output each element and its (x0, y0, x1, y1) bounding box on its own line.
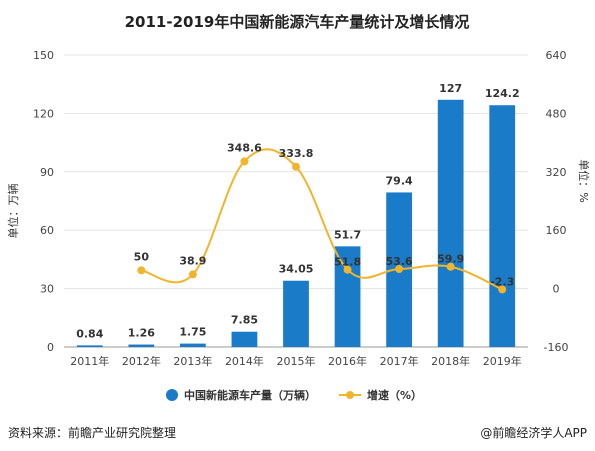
x-tick-label: 2019年 (483, 354, 522, 368)
legend-line-marker (346, 391, 354, 399)
x-tick-label: 2017年 (380, 354, 419, 368)
growth-value-label: 348.6 (227, 141, 262, 154)
y2-axis-title: 单位：% (577, 159, 591, 202)
x-tick-label: 2014年 (225, 354, 264, 368)
legend-bar-label: 中国新能源车产量（万辆） (184, 388, 316, 402)
bar-value-label: 124.2 (485, 87, 520, 100)
growth-point (240, 157, 249, 166)
growth-value-label: 50 (134, 250, 150, 263)
axes: 0 30 60 90 120 150 -160 0 160 320 480 640 2011年 2012年… (33, 49, 568, 368)
growth-point (137, 266, 146, 275)
bar (128, 344, 155, 347)
bars (76, 99, 516, 347)
bar-value-label: 1.26 (128, 327, 155, 340)
growth-value-label: 51.8 (334, 256, 361, 269)
y2-tick-label: 640 (546, 49, 567, 62)
x-tick-label: 2015年 (277, 354, 316, 368)
legend-bar-swatch (166, 389, 178, 401)
y-tick-label: 30 (40, 283, 54, 296)
bar-value-label: 51.7 (334, 228, 361, 241)
x-tick-label: 2012年 (122, 354, 161, 368)
y-axis-title: 单位：万辆 (6, 184, 20, 239)
brand-credit: @前瞻经济学人APP (480, 425, 587, 440)
bar (489, 105, 516, 347)
growth-value-label: -2.3 (490, 275, 514, 288)
growth-line (137, 148, 507, 294)
source-note: 资料来源：前瞻产业研究院整理 (8, 425, 176, 440)
y-tick-label: 90 (40, 166, 54, 179)
growth-point (395, 265, 404, 274)
y2-tick-label: 320 (546, 166, 567, 179)
x-tick-label: 2016年 (328, 354, 367, 368)
bar-value-label: 79.4 (386, 174, 413, 187)
y2-tick-label: 0 (553, 283, 560, 296)
y2-tick-label: 160 (546, 224, 567, 237)
y-tick-label: 150 (33, 49, 54, 62)
growth-point (188, 270, 197, 279)
legend-line-label: 增速（%） (367, 388, 422, 402)
bar-value-label: 0.84 (76, 327, 103, 340)
growth-value-label: 38.9 (179, 254, 206, 267)
y2-tick-label: -160 (544, 341, 569, 354)
y2-tick-label: 480 (546, 107, 567, 120)
y-tick-label: 60 (40, 224, 54, 237)
x-tick-label: 2011年 (70, 354, 109, 368)
growth-point (292, 162, 300, 171)
bar (334, 246, 361, 347)
x-tick-label: 2013年 (173, 354, 212, 368)
growth-value-label: 59.9 (437, 253, 464, 266)
y-tick-label: 0 (47, 341, 54, 354)
y-tick-label: 120 (33, 107, 54, 120)
bar-value-label: 7.85 (231, 314, 258, 327)
bar-value-label: 1.75 (179, 326, 206, 339)
chart-title: 2011-2019年中国新能源汽车产量统计及增长情况 (125, 13, 470, 31)
bar (180, 343, 206, 347)
bar-value-label: 34.05 (279, 263, 314, 276)
growth-line-path (141, 148, 503, 291)
growth-point (343, 265, 352, 274)
growth-point (446, 262, 455, 271)
bar (76, 345, 103, 347)
growth-value-label: 333.8 (279, 147, 314, 160)
x-tick-label: 2018年 (431, 354, 470, 368)
bar-value-label: 127 (439, 82, 462, 95)
data-labels: 0.84 1.26 1.75 7.85 34.05 51.7 79.4 127 124.2 50 3… (76, 82, 519, 341)
bar (283, 280, 309, 347)
bar (231, 331, 258, 347)
legend: 中国新能源车产量（万辆） 增速（%） (166, 388, 422, 402)
bar (437, 99, 464, 347)
growth-value-label: 53.6 (386, 255, 413, 268)
growth-point (498, 285, 507, 294)
